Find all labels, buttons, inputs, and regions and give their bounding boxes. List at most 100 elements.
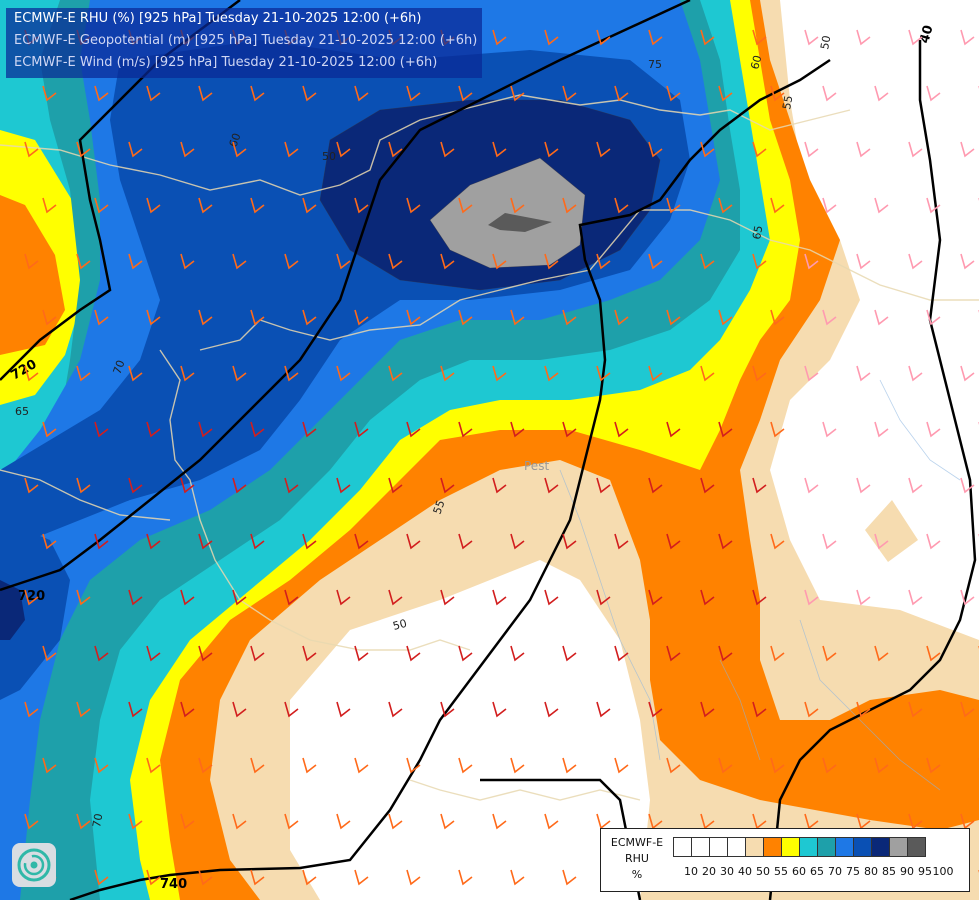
wind-barb-icon [146,869,161,886]
wind-barb-icon [492,701,507,718]
wind-barb-icon [354,421,369,438]
wind-barb-icon [492,589,507,606]
wind-barb-icon [770,421,785,438]
wind-barb-icon [284,701,299,718]
wind-barb-icon [232,141,247,158]
wind-barb-icon [198,85,213,102]
legend-tick: 30 [720,865,734,878]
wind-barb-icon [596,365,611,382]
wind-barb-icon [562,85,577,102]
wind-barb-icon [856,477,871,494]
wind-barb-icon [822,645,837,662]
wind-barb-icon [752,253,767,270]
wind-barb-icon [24,813,39,830]
wind-barb-icon [354,197,369,214]
wind-barb-icon [492,813,507,830]
wind-barb-icon [804,29,819,46]
wind-barb-icon [94,309,109,326]
legend-swatch [727,837,746,857]
wind-barb-icon [250,421,265,438]
wind-barb-icon [42,85,57,102]
wind-barb-icon [406,533,421,550]
wind-barb-icon [354,533,369,550]
wind-barb-icon [284,477,299,494]
wind-barb-icon [128,701,143,718]
wind-barb-icon [406,757,421,774]
wind-barb-icon [510,309,525,326]
wind-barb-icon [804,253,819,270]
wind-barb-icon [440,141,455,158]
wind-barb-icon [510,197,525,214]
wind-barb-icon [718,309,733,326]
country-borders [0,94,979,801]
wind-barb-icon [284,253,299,270]
wind-barb-icon [388,141,403,158]
wind-barb-icon [94,869,109,886]
wind-barb-icon [388,477,403,494]
wind-barb-icon [718,421,733,438]
wind-barb-icon [440,253,455,270]
wind-barb-icon [76,701,91,718]
wind-barb-icon [458,85,473,102]
contour-label-75: 75 [648,58,662,71]
wind-barb-icon [284,813,299,830]
wind-barb-icon [250,645,265,662]
wind-barb-icon [406,421,421,438]
wind-barb-icon [388,589,403,606]
wind-barb-icon [960,253,975,270]
wind-barb-icon [874,421,889,438]
wind-barb-icon [146,85,161,102]
legend-swatch [691,837,710,857]
wind-barb-icon [856,29,871,46]
rhu-contour-labels: 75 60 60 55 50 65 70 65 55 50 70 50 [15,34,833,828]
wind-barb-icon [960,29,975,46]
wind-barb-icon [562,645,577,662]
wind-barb-icon [180,253,195,270]
wind-barb-icon [874,645,889,662]
wind-barb-icon [94,645,109,662]
wind-barb-icon [492,29,507,46]
legend-tick: 100 [932,865,954,878]
geopotential-label: 40 [917,24,936,45]
wind-barb-icon [76,141,91,158]
wind-barb-icon [406,645,421,662]
wind-barb-icon [770,757,785,774]
wind-barb-icon [492,253,507,270]
wind-barb-icon [302,533,317,550]
wind-barb-icon [926,645,941,662]
wind-barb-icon [908,365,923,382]
wind-barb-icon [874,197,889,214]
wind-barb-icon [284,589,299,606]
wind-barb-icon [302,85,317,102]
wind-barb-icon [336,589,351,606]
wind-barb-icon [544,365,559,382]
wind-barb-icon [822,421,837,438]
ecmwf-swirl-icon[interactable] [12,843,56,887]
legend-swatch [853,837,872,857]
legend-tick: 40 [738,865,752,878]
wind-barb-icon [648,29,663,46]
wind-barb-icon [198,421,213,438]
wind-barb-icon [544,813,559,830]
legend-swatch [889,837,908,857]
wind-barb-icon [648,477,663,494]
wind-barb-icon [544,589,559,606]
wind-barb-icon [856,141,871,158]
wind-barb-icon [232,253,247,270]
wind-barb-icon [804,477,819,494]
wind-barb-icon [666,533,681,550]
wind-barb-icon [614,757,629,774]
wind-barb-icon [510,757,525,774]
legend-swatch [835,837,854,857]
wind-barb-icon [822,309,837,326]
wind-barb-icon [458,197,473,214]
wind-barb-icon [544,701,559,718]
wind-barb-icon [42,757,57,774]
wind-barb-icon [596,701,611,718]
wind-barb-icon [544,29,559,46]
contour-label-70: 70 [111,358,128,376]
wind-barb-icon [700,365,715,382]
wind-barb-icon [250,533,265,550]
wind-barb-icon [908,589,923,606]
